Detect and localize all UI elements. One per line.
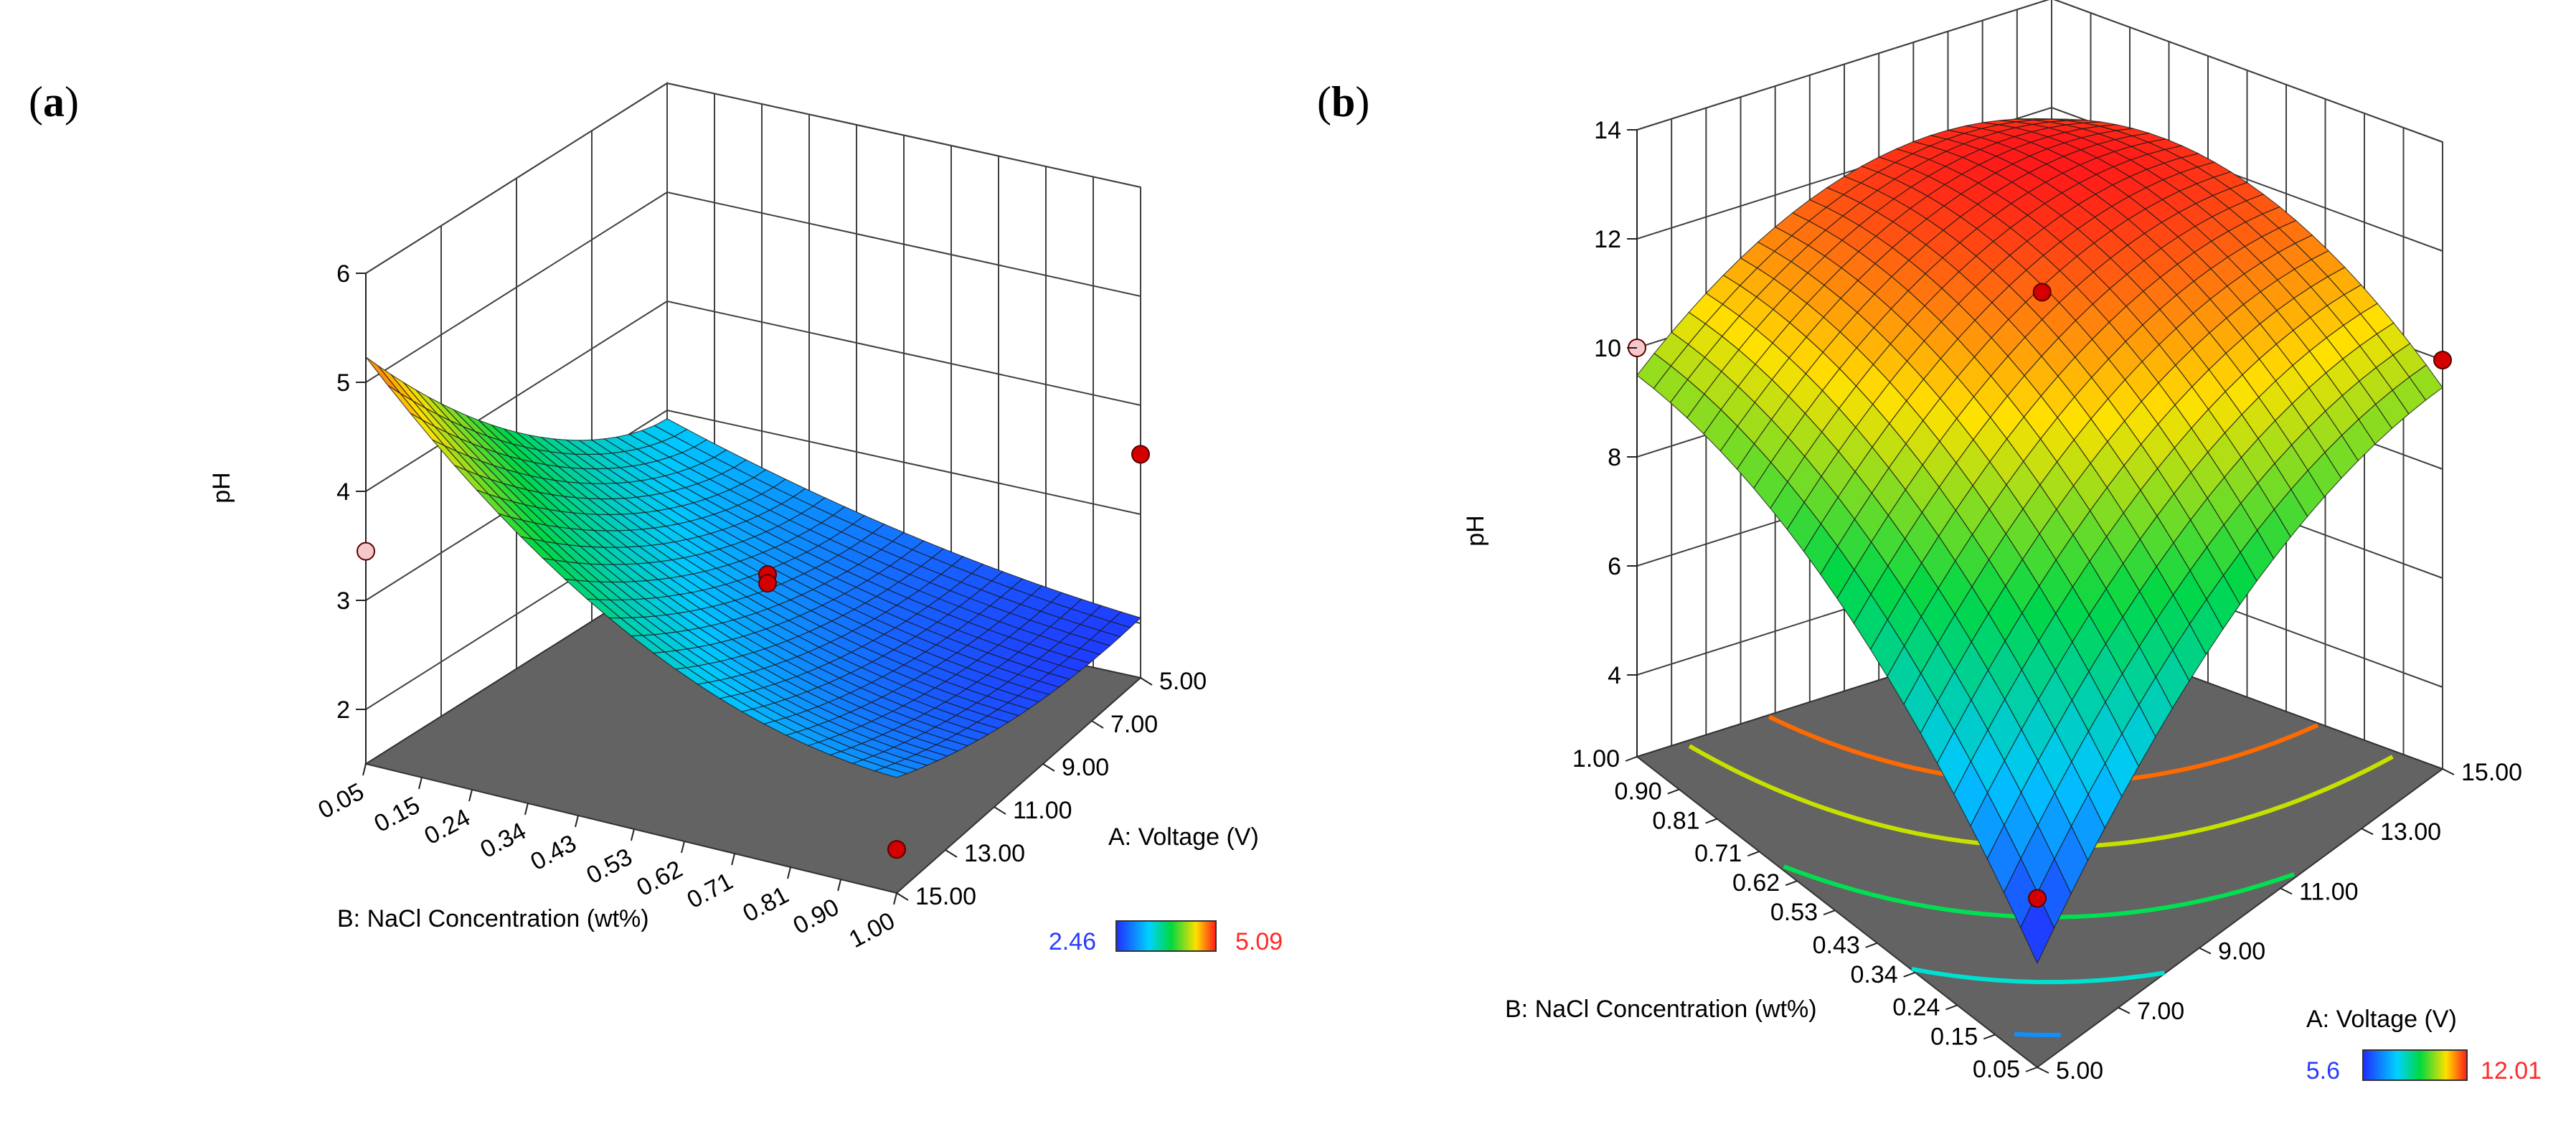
panel-b-color-legend: 5.6 12.01 [2306, 1049, 2542, 1085]
panel-b-legend-low: 5.6 [2306, 1057, 2340, 1085]
panel-a-design-points [357, 445, 1150, 859]
b-y-tick-label: 0.15 [1930, 1023, 1978, 1050]
a-x-tick-label: 9.00 [1062, 754, 1109, 781]
a-y-tick-label: 0.62 [632, 856, 687, 902]
b-y-tick-label: 0.34 [1850, 961, 1897, 988]
panel-a-color-legend: 2.46 5.09 [1049, 920, 1283, 955]
b-y-tick-label: 0.53 [1770, 899, 1818, 926]
b-x-tick-label: 5.00 [2056, 1057, 2103, 1085]
a-y-tick-label: 0.34 [476, 817, 530, 864]
a-y-tick-label: 0.81 [738, 882, 793, 928]
panel-a-surface [365, 356, 1142, 778]
a-x-tick-label: 7.00 [1110, 711, 1158, 738]
b-y-tick-label: 1.00 [1572, 745, 1620, 772]
a-x-tick-label: 5.00 [1159, 668, 1207, 695]
a-z-tick-label: 2 [336, 696, 350, 724]
panel-b-legend-high: 12.01 [2481, 1057, 2542, 1085]
b-z-tick-label: 6 [1608, 553, 1621, 580]
b-z-tick-label: 4 [1608, 662, 1621, 689]
b-y-tick-label: 0.05 [1973, 1056, 2020, 1083]
b-design-point [2433, 351, 2452, 369]
b-y-tick-label: 0.90 [1615, 778, 1662, 805]
panel-b-design-points [1628, 283, 2452, 908]
a-x-tick-label: 13.00 [964, 840, 1025, 867]
a-z-tick-label: 4 [336, 478, 350, 506]
a-y-tick-label: 0.15 [369, 791, 424, 838]
b-design-point [2032, 283, 2052, 302]
a-x-tick-label: 11.00 [1013, 797, 1072, 824]
b-y-tick-label: 0.71 [1694, 840, 1742, 867]
a-y-tick-label: 0.24 [420, 804, 474, 851]
a-design-point [758, 574, 777, 593]
panel-b-y-axis-title: B: NaCl Concentration (wt%) [1505, 996, 1817, 1023]
b-x-tick-label: 9.00 [2218, 938, 2265, 965]
a-design-point [887, 840, 906, 859]
a-y-tick-label: 0.71 [683, 868, 737, 915]
b-y-tick-label: 0.81 [1652, 808, 1699, 835]
b-x-tick-label: 7.00 [2137, 998, 2184, 1025]
b-y-tick-label: 0.24 [1892, 993, 1940, 1021]
a-y-tick-label: 0.43 [526, 830, 580, 877]
panel-a-y-axis-title: B: NaCl Concentration (wt%) [337, 905, 649, 932]
b-x-tick-label: 15.00 [2461, 759, 2522, 786]
panel-b-z-axis-title: pH [1462, 515, 1489, 546]
a-z-tick-label: 6 [336, 260, 350, 288]
b-contour-line [1911, 967, 2165, 985]
panel-a-legend-low: 2.46 [1049, 928, 1096, 955]
b-z-tick-label: 14 [1594, 117, 1621, 144]
b-z-tick-label: 12 [1594, 226, 1621, 253]
a-surface-cell [654, 418, 688, 437]
panel-b-label: (b) [1317, 78, 1369, 126]
a-design-point [1131, 445, 1150, 464]
panel-a-label: (a) [29, 78, 79, 126]
b-y-tick-label: 0.43 [1813, 932, 1860, 959]
b-design-point [2028, 889, 2047, 908]
b-x-tick-label: 11.00 [2299, 878, 2359, 905]
b-contour-line [2014, 1031, 2061, 1037]
panel-a-legend-high: 5.09 [1235, 928, 1283, 955]
panel-b-legend-bar [2362, 1049, 2468, 1081]
b-z-tick-label: 8 [1608, 444, 1621, 471]
panel-a-x-axis-title: A: Voltage (V) [1108, 823, 1259, 851]
b-z-tick-label: 10 [1594, 335, 1621, 362]
panel-b-ticks: 4 6 8 10 12 14 5.00 7.00 9.00 11.00 13.00 15.00 0.05… [1572, 117, 2522, 1085]
a-y-tick-label: 0.05 [313, 778, 368, 825]
a-y-tick-label: 1.00 [844, 907, 899, 954]
panel-b-x-axis-title: A: Voltage (V) [2306, 1006, 2457, 1033]
panel-a-z-axis-title: pH [208, 472, 235, 503]
panel-a: (a) 2 3 4 5 6 5.007.009.00 11.00 13.00 15.00 0.05… [29, 78, 1283, 955]
a-z-tick-label: 5 [336, 369, 350, 397]
a-y-tick-label: 0.90 [789, 894, 844, 940]
a-design-point [357, 542, 375, 561]
a-x-tick-label: 15.00 [915, 883, 976, 910]
b-x-tick-label: 13.00 [2380, 818, 2441, 846]
a-y-tick-label: 0.53 [582, 843, 636, 889]
panel-b-surface [1636, 118, 2443, 965]
panel-a-legend-bar [1115, 920, 1217, 952]
a-z-tick-label: 3 [336, 587, 350, 615]
panel-b: (b) 4 6 8 10 12 14 5.00 7.00 9.00 11.00 13.00 15.00… [1317, 0, 2542, 1085]
b-y-tick-label: 0.62 [1732, 869, 1780, 897]
